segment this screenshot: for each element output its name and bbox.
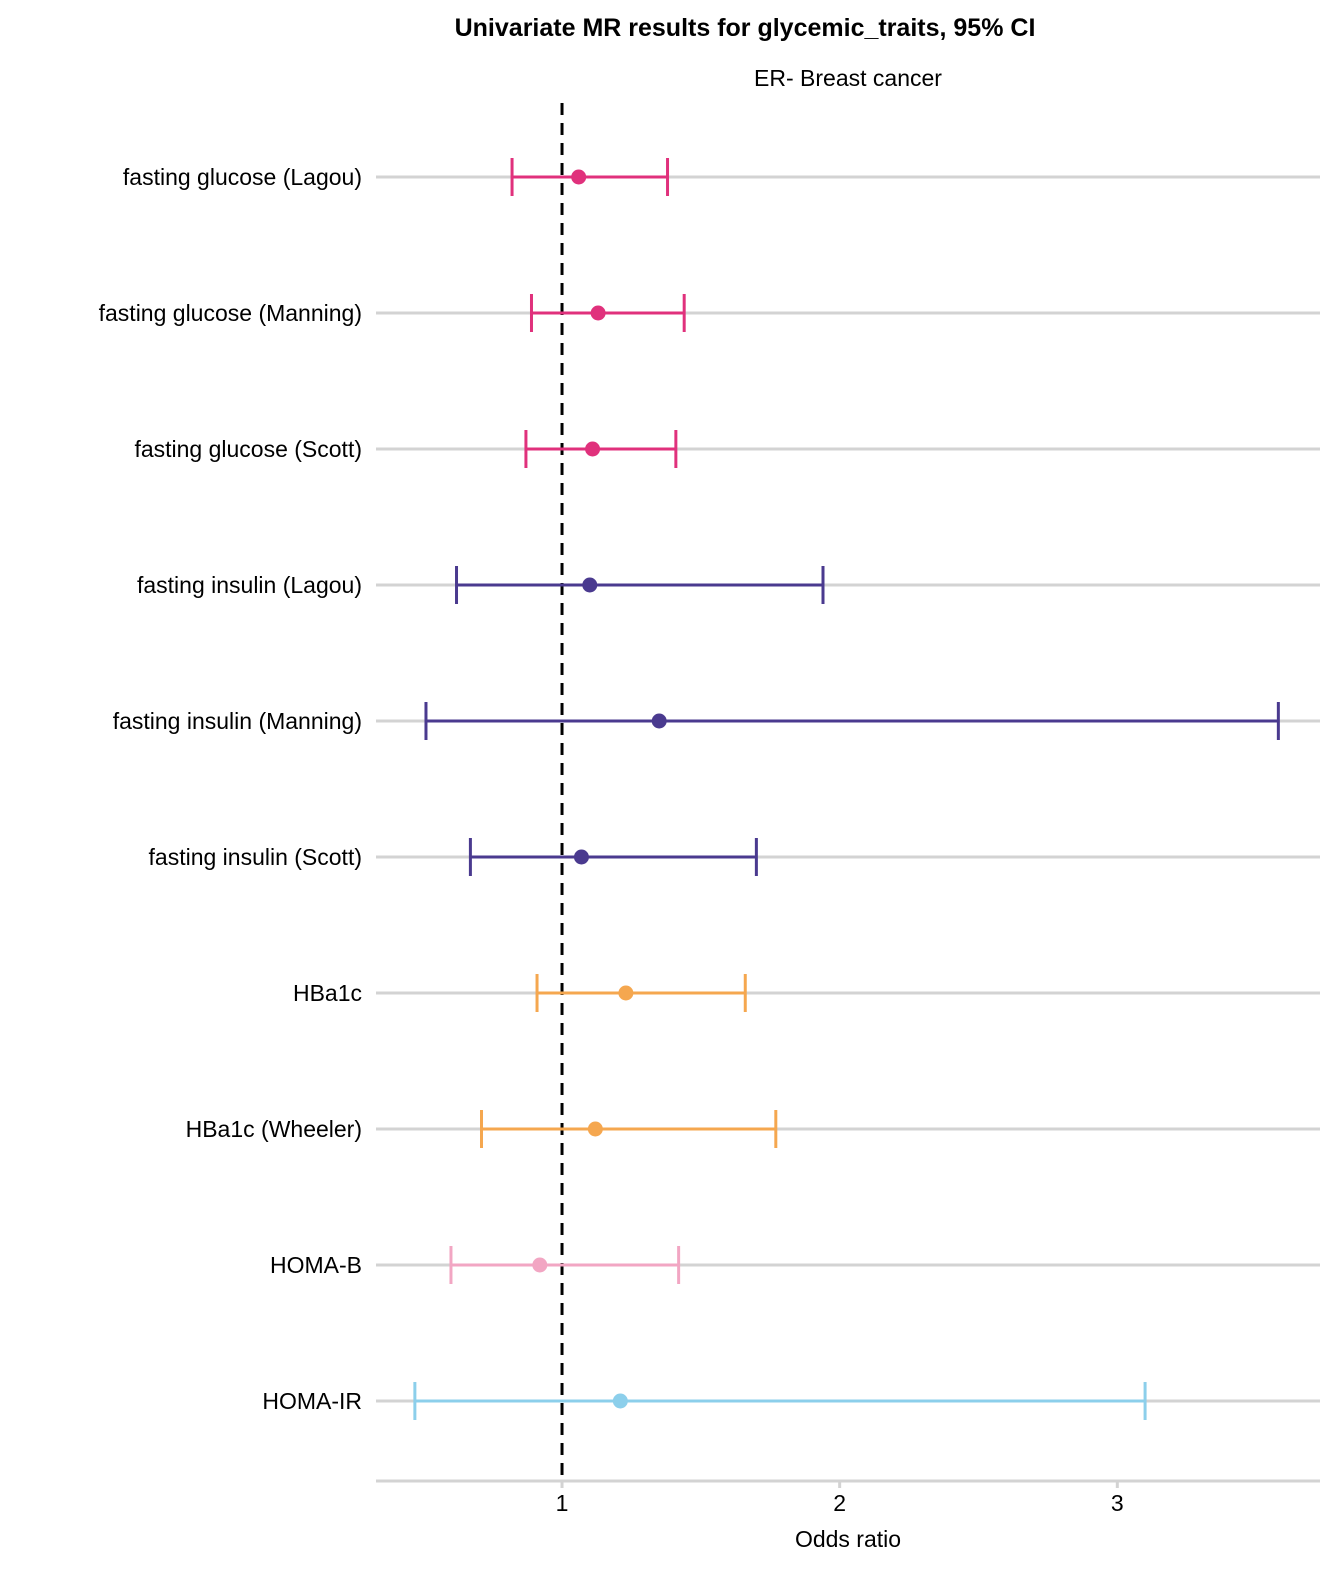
chart-subtitle: ER- Breast cancer	[754, 65, 942, 91]
point-estimate	[651, 713, 667, 729]
row-label: HOMA-IR	[262, 1388, 362, 1414]
row-label: fasting insulin (Lagou)	[137, 572, 362, 598]
x-tick-label: 2	[833, 1490, 846, 1516]
forest-row	[424, 702, 1280, 740]
x-axis: 1 2 3	[376, 1479, 1320, 1516]
row-label: HBa1c (Wheeler)	[186, 1116, 362, 1142]
point-estimate	[587, 1121, 603, 1137]
point-estimate	[571, 169, 587, 185]
forest-row	[480, 1110, 778, 1148]
forest-row	[449, 1246, 681, 1284]
forest-row	[510, 158, 670, 196]
grid-lines	[376, 175, 1320, 1403]
row-label: fasting glucose (Scott)	[134, 436, 362, 462]
forest-row	[529, 294, 686, 332]
x-tick-label: 1	[556, 1490, 569, 1516]
data-marks	[413, 158, 1280, 1420]
row-label: fasting insulin (Manning)	[113, 708, 362, 734]
chart-title: Univariate MR results for glycemic_trait…	[455, 14, 1036, 42]
point-estimate	[582, 577, 598, 593]
point-estimate	[573, 849, 589, 865]
forest-row	[468, 838, 758, 876]
row-label: fasting glucose (Manning)	[99, 300, 362, 326]
forest-row	[413, 1382, 1147, 1420]
forest-row	[455, 566, 825, 604]
row-label: fasting glucose (Lagou)	[123, 164, 362, 190]
row-label: HBa1c	[293, 980, 362, 1006]
point-estimate	[585, 441, 601, 457]
y-axis-labels: fasting glucose (Lagou) fasting glucose (…	[99, 164, 362, 1414]
point-estimate	[612, 1393, 628, 1409]
row-label: fasting insulin (Scott)	[149, 844, 362, 870]
forest-row	[535, 974, 747, 1012]
x-axis-title: Odds ratio	[795, 1526, 901, 1552]
row-label: HOMA-B	[270, 1252, 362, 1278]
x-tick-label: 3	[1111, 1490, 1124, 1516]
point-estimate	[590, 305, 606, 321]
point-estimate	[618, 985, 634, 1001]
point-estimate	[532, 1257, 548, 1273]
forest-row	[524, 430, 678, 468]
